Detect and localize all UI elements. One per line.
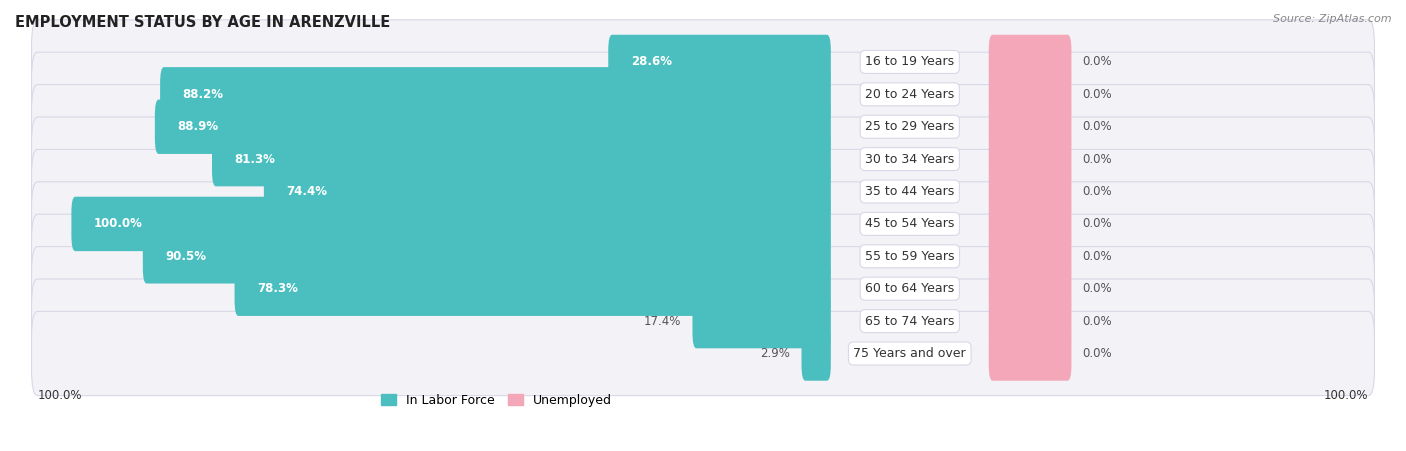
FancyBboxPatch shape bbox=[31, 85, 1375, 169]
FancyBboxPatch shape bbox=[31, 149, 1375, 234]
FancyBboxPatch shape bbox=[31, 311, 1375, 396]
FancyBboxPatch shape bbox=[155, 100, 831, 154]
Text: 28.6%: 28.6% bbox=[631, 55, 672, 69]
Text: 78.3%: 78.3% bbox=[257, 282, 298, 295]
Text: 0.0%: 0.0% bbox=[1083, 185, 1112, 198]
FancyBboxPatch shape bbox=[693, 294, 831, 348]
Text: 74.4%: 74.4% bbox=[287, 185, 328, 198]
FancyBboxPatch shape bbox=[31, 20, 1375, 104]
Text: 0.0%: 0.0% bbox=[1083, 55, 1112, 69]
Text: 100.0%: 100.0% bbox=[1324, 389, 1368, 402]
Text: 90.5%: 90.5% bbox=[166, 250, 207, 263]
Text: 2.9%: 2.9% bbox=[761, 347, 790, 360]
Text: 35 to 44 Years: 35 to 44 Years bbox=[865, 185, 955, 198]
Text: 0.0%: 0.0% bbox=[1083, 88, 1112, 101]
FancyBboxPatch shape bbox=[212, 132, 831, 186]
Text: 0.0%: 0.0% bbox=[1083, 315, 1112, 327]
Text: 0.0%: 0.0% bbox=[1083, 250, 1112, 263]
FancyBboxPatch shape bbox=[264, 164, 831, 219]
Text: 88.9%: 88.9% bbox=[177, 120, 218, 133]
Text: 0.0%: 0.0% bbox=[1083, 152, 1112, 166]
Text: 75 Years and over: 75 Years and over bbox=[853, 347, 966, 360]
FancyBboxPatch shape bbox=[988, 100, 1071, 154]
FancyBboxPatch shape bbox=[72, 197, 831, 251]
FancyBboxPatch shape bbox=[31, 247, 1375, 331]
FancyBboxPatch shape bbox=[988, 262, 1071, 316]
Text: 0.0%: 0.0% bbox=[1083, 217, 1112, 230]
Text: 100.0%: 100.0% bbox=[38, 389, 82, 402]
FancyBboxPatch shape bbox=[609, 35, 831, 89]
FancyBboxPatch shape bbox=[988, 132, 1071, 186]
FancyBboxPatch shape bbox=[988, 164, 1071, 219]
Text: 65 to 74 Years: 65 to 74 Years bbox=[865, 315, 955, 327]
Text: 55 to 59 Years: 55 to 59 Years bbox=[865, 250, 955, 263]
FancyBboxPatch shape bbox=[988, 326, 1071, 381]
FancyBboxPatch shape bbox=[160, 67, 831, 122]
FancyBboxPatch shape bbox=[143, 229, 831, 284]
Text: 25 to 29 Years: 25 to 29 Years bbox=[865, 120, 955, 133]
Legend: In Labor Force, Unemployed: In Labor Force, Unemployed bbox=[377, 389, 617, 412]
Text: 60 to 64 Years: 60 to 64 Years bbox=[865, 282, 955, 295]
Text: 0.0%: 0.0% bbox=[1083, 120, 1112, 133]
FancyBboxPatch shape bbox=[988, 35, 1071, 89]
FancyBboxPatch shape bbox=[31, 117, 1375, 201]
Text: 0.0%: 0.0% bbox=[1083, 282, 1112, 295]
Text: 45 to 54 Years: 45 to 54 Years bbox=[865, 217, 955, 230]
Text: 20 to 24 Years: 20 to 24 Years bbox=[865, 88, 955, 101]
Text: 16 to 19 Years: 16 to 19 Years bbox=[865, 55, 955, 69]
FancyBboxPatch shape bbox=[31, 182, 1375, 266]
FancyBboxPatch shape bbox=[31, 52, 1375, 137]
Text: 100.0%: 100.0% bbox=[94, 217, 143, 230]
FancyBboxPatch shape bbox=[988, 229, 1071, 284]
FancyBboxPatch shape bbox=[801, 326, 831, 381]
Text: 88.2%: 88.2% bbox=[183, 88, 224, 101]
Text: 30 to 34 Years: 30 to 34 Years bbox=[865, 152, 955, 166]
Text: 0.0%: 0.0% bbox=[1083, 347, 1112, 360]
FancyBboxPatch shape bbox=[31, 279, 1375, 363]
FancyBboxPatch shape bbox=[235, 262, 831, 316]
FancyBboxPatch shape bbox=[31, 214, 1375, 299]
Text: Source: ZipAtlas.com: Source: ZipAtlas.com bbox=[1274, 14, 1392, 23]
Text: EMPLOYMENT STATUS BY AGE IN ARENZVILLE: EMPLOYMENT STATUS BY AGE IN ARENZVILLE bbox=[15, 15, 391, 30]
Text: 17.4%: 17.4% bbox=[644, 315, 681, 327]
FancyBboxPatch shape bbox=[988, 197, 1071, 251]
FancyBboxPatch shape bbox=[988, 67, 1071, 122]
FancyBboxPatch shape bbox=[988, 294, 1071, 348]
Text: 81.3%: 81.3% bbox=[235, 152, 276, 166]
